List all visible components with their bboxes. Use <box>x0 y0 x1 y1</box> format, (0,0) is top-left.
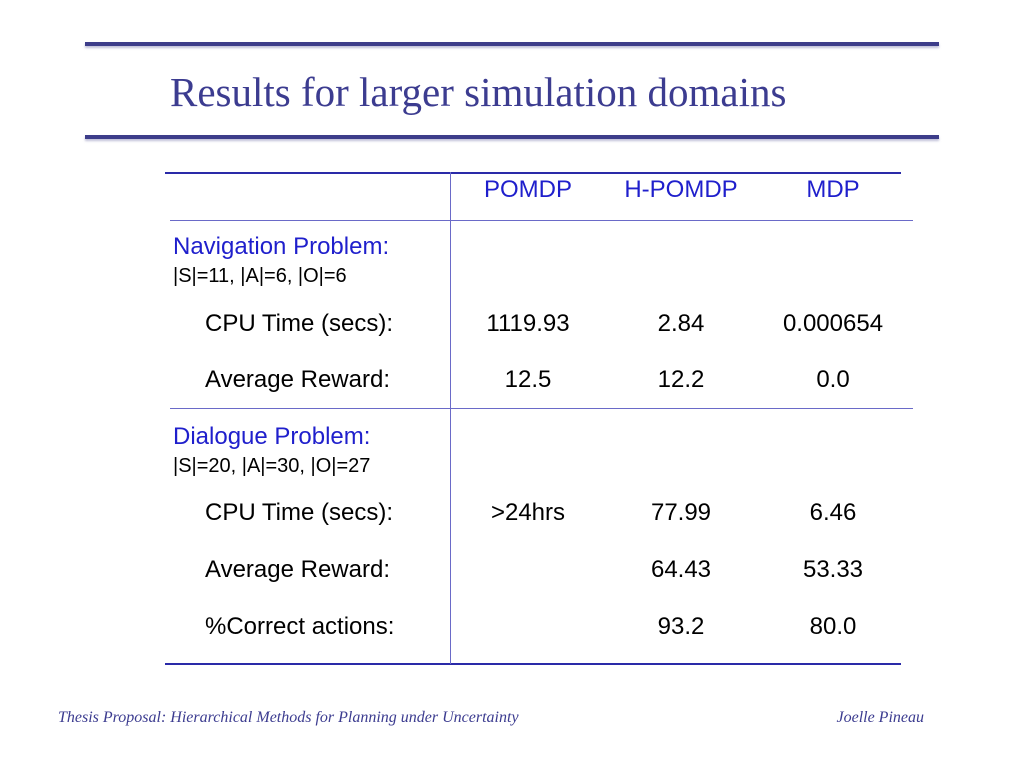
table-cell: 53.33 <box>802 556 864 583</box>
table-vertical-divider <box>450 172 451 664</box>
row-label: CPU Time (secs): <box>205 499 394 526</box>
table-cell: >24hrs <box>490 499 566 526</box>
table-top-border <box>165 172 901 174</box>
table-cell: 77.99 <box>650 499 712 526</box>
column-header-pomdp: POMDP <box>483 176 573 203</box>
column-header-h-pomdp: H-POMDP <box>624 176 738 203</box>
column-header-mdp: MDP <box>806 176 860 203</box>
page-title: Results for larger simulation domains <box>170 69 787 115</box>
table-bottom-border <box>165 663 901 665</box>
table-section-divider <box>170 408 913 409</box>
table-cell: 12.2 <box>657 366 705 393</box>
table-header-divider <box>170 220 913 221</box>
footer-left: Thesis Proposal: Hierarchical Methods fo… <box>58 709 519 726</box>
table-cell: 6.46 <box>809 499 857 526</box>
section-heading-navigation: Navigation Problem: <box>173 233 390 260</box>
table-cell: 12.5 <box>504 366 552 393</box>
section-subheading-dialogue: |S|=20, |A|=30, |O|=27 <box>173 455 371 477</box>
row-label: CPU Time (secs): <box>205 310 394 337</box>
table-cell: 1119.93 <box>486 310 570 337</box>
table-cell: 0.0 <box>816 366 850 393</box>
footer-right: Joelle Pineau <box>836 709 924 726</box>
row-label: Average Reward: <box>205 366 390 393</box>
section-heading-dialogue: Dialogue Problem: <box>173 423 371 450</box>
table-cell: 80.0 <box>809 613 857 640</box>
row-label: Average Reward: <box>205 556 390 583</box>
section-subheading-navigation: |S|=11, |A|=6, |O|=6 <box>173 265 347 287</box>
table-cell: 2.84 <box>657 310 705 337</box>
table-cell: 93.2 <box>657 613 705 640</box>
top-rule <box>85 42 939 46</box>
table-cell: 64.43 <box>650 556 712 583</box>
row-label: %Correct actions: <box>205 613 395 640</box>
bottom-rule <box>85 135 939 139</box>
table-cell: 0.000654 <box>782 310 884 337</box>
